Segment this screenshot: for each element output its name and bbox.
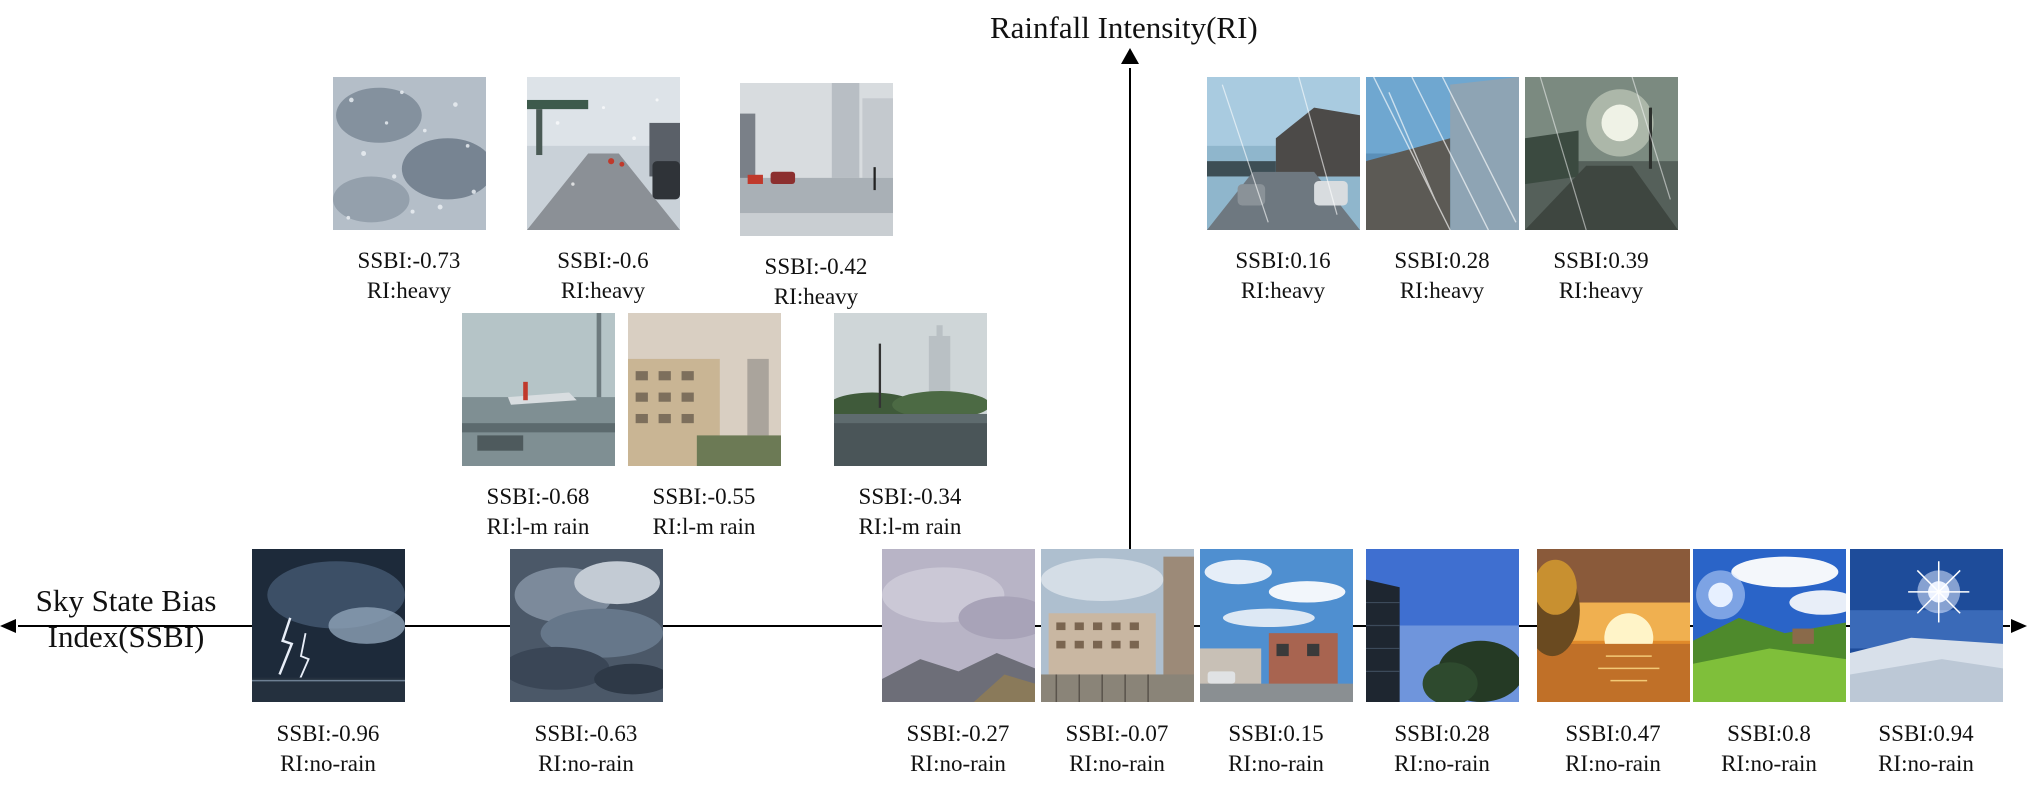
caption-heavy-5: SSBI:0.28 RI:heavy — [1342, 246, 1542, 306]
ri-label: RI:no-rain — [538, 751, 634, 776]
caption-no-9: SSBI:0.94 RI:no-rain — [1826, 719, 2026, 779]
ri-label: RI:heavy — [1399, 278, 1485, 303]
ri-label: RI:heavy — [1240, 278, 1326, 303]
bright-sun-snow-icon — [1850, 549, 2003, 702]
sunny-rain-building-icon — [1366, 77, 1519, 230]
caption-heavy-6: SSBI:0.39 RI:heavy — [1501, 246, 1701, 306]
ssbi-label: SSBI:-0.55 — [652, 484, 756, 509]
ssbi-label: SSBI:0.47 — [1565, 721, 1661, 746]
cloudy-apartments-icon — [1041, 549, 1194, 702]
ri-label: RI:no-rain — [1394, 751, 1490, 776]
caption-lm-1: SSBI:-0.68 RI:l-m rain — [438, 482, 638, 542]
ri-label: RI:heavy — [1558, 278, 1644, 303]
ri-label: RI:l-m rain — [858, 514, 962, 539]
sunny-rain-street-icon — [1207, 77, 1360, 230]
ssbi-label: SSBI:0.28 — [1394, 721, 1490, 746]
caption-no-2: SSBI:-0.63 RI:no-rain — [486, 719, 686, 779]
x-axis-right-arrow — [2011, 619, 2027, 633]
rainy-street-icon — [527, 77, 680, 230]
ri-label: RI:no-rain — [280, 751, 376, 776]
caption-lm-3: SSBI:-0.34 RI:l-m rain — [810, 482, 1010, 542]
ri-label: RI:heavy — [366, 278, 452, 303]
flooded-city-icon — [740, 83, 893, 236]
ssbi-label: SSBI:0.39 — [1553, 248, 1649, 273]
hazy-buildings-icon — [628, 313, 781, 466]
caption-lm-2: SSBI:-0.55 RI:l-m rain — [604, 482, 804, 542]
ssbi-label: SSBI:-0.6 — [557, 248, 649, 273]
caption-no-3: SSBI:-0.27 RI:no-rain — [858, 719, 1058, 779]
ssbi-label: SSBI:-0.27 — [906, 721, 1010, 746]
ssbi-label: SSBI:-0.07 — [1065, 721, 1169, 746]
sunny-rain-road-icon — [1525, 77, 1678, 230]
ri-label: RI:l-m rain — [652, 514, 756, 539]
ssbi-label: SSBI:0.15 — [1228, 721, 1324, 746]
dark-clouds-icon — [510, 549, 663, 702]
caption-heavy-2: SSBI:-0.6 RI:heavy — [503, 246, 703, 306]
caption-no-4: SSBI:-0.07 RI:no-rain — [1017, 719, 1217, 779]
ssbi-label: SSBI:0.94 — [1878, 721, 1974, 746]
y-axis-title: Rainfall Intensity(RI) — [990, 10, 1258, 45]
caption-heavy-4: SSBI:0.16 RI:heavy — [1183, 246, 1383, 306]
caption-heavy-3: SSBI:-0.42 RI:heavy — [716, 252, 916, 312]
ri-label: RI:no-rain — [1228, 751, 1324, 776]
partly-cloudy-houses-icon — [1200, 549, 1353, 702]
ssbi-label: SSBI:-0.96 — [276, 721, 380, 746]
lightning-storm-icon — [252, 549, 405, 702]
ssbi-label: SSBI:-0.34 — [858, 484, 962, 509]
ri-label: RI:no-rain — [1069, 751, 1165, 776]
overcast-hills-icon — [882, 549, 1035, 702]
ssbi-label: SSBI:0.8 — [1727, 721, 1811, 746]
ri-label: RI:no-rain — [910, 751, 1006, 776]
ssbi-label: SSBI:-0.42 — [764, 254, 868, 279]
ri-label: RI:l-m rain — [486, 514, 590, 539]
ri-label: RI:heavy — [773, 284, 859, 309]
ri-label: RI:heavy — [560, 278, 646, 303]
wet-park-icon — [834, 313, 987, 466]
clear-sky-tower-icon — [1366, 549, 1519, 702]
caption-no-6: SSBI:0.28 RI:no-rain — [1342, 719, 1542, 779]
caption-no-8: SSBI:0.8 RI:no-rain — [1669, 719, 1869, 779]
y-axis-arrow — [1121, 48, 1139, 64]
ssbi-label: SSBI:-0.73 — [357, 248, 461, 273]
ri-label: RI:no-rain — [1721, 751, 1817, 776]
ssbi-label: SSBI:-0.68 — [486, 484, 590, 509]
caption-no-1: SSBI:-0.96 RI:no-rain — [228, 719, 428, 779]
rain-texture-icon — [333, 77, 486, 230]
ri-label: RI:no-rain — [1878, 751, 1974, 776]
x-axis-left-arrow — [0, 619, 16, 633]
sunset-sea-icon — [1537, 549, 1690, 702]
x-axis-title: Sky State Bias Index(SSBI) — [35, 583, 217, 654]
sunny-meadow-icon — [1693, 549, 1846, 702]
caption-heavy-1: SSBI:-0.73 RI:heavy — [309, 246, 509, 306]
caption-no-5: SSBI:0.15 RI:no-rain — [1176, 719, 1376, 779]
ssbi-label: SSBI:0.16 — [1235, 248, 1331, 273]
ri-label: RI:no-rain — [1565, 751, 1661, 776]
ssbi-label: SSBI:-0.63 — [534, 721, 638, 746]
caption-no-7: SSBI:0.47 RI:no-rain — [1513, 719, 1713, 779]
ssbi-label: SSBI:0.28 — [1394, 248, 1490, 273]
foggy-airport-icon — [462, 313, 615, 466]
